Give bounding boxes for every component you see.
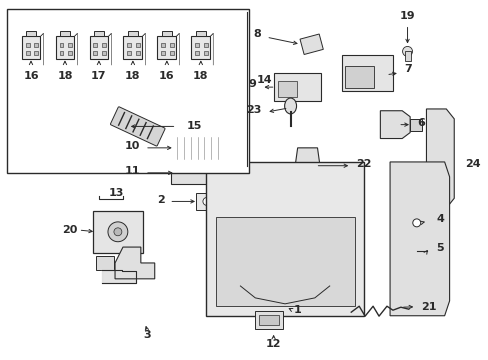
Text: 15: 15 bbox=[186, 121, 201, 131]
FancyBboxPatch shape bbox=[96, 256, 114, 270]
Bar bbox=[136, 51, 140, 55]
Text: 3: 3 bbox=[143, 330, 151, 341]
Bar bbox=[34, 51, 39, 55]
Polygon shape bbox=[380, 111, 409, 139]
Bar bbox=[102, 51, 106, 55]
Text: 22: 22 bbox=[355, 159, 371, 169]
FancyBboxPatch shape bbox=[344, 66, 373, 88]
Circle shape bbox=[402, 46, 412, 57]
Bar bbox=[7, 9, 249, 173]
Text: 16: 16 bbox=[23, 71, 39, 81]
Text: 21: 21 bbox=[421, 302, 436, 312]
Bar bbox=[195, 51, 199, 55]
Polygon shape bbox=[292, 148, 322, 184]
Bar bbox=[34, 43, 39, 47]
Bar bbox=[136, 43, 140, 47]
Bar bbox=[127, 43, 131, 47]
Bar bbox=[195, 43, 199, 47]
Bar bbox=[123, 36, 142, 59]
Text: 23: 23 bbox=[245, 105, 261, 115]
Text: 18: 18 bbox=[125, 71, 141, 81]
Bar bbox=[25, 43, 29, 47]
Text: 11: 11 bbox=[124, 166, 140, 176]
Bar bbox=[161, 43, 165, 47]
Polygon shape bbox=[102, 270, 136, 283]
Text: 4: 4 bbox=[435, 214, 443, 224]
Bar bbox=[93, 43, 97, 47]
Text: 12: 12 bbox=[265, 339, 281, 349]
Bar bbox=[68, 51, 72, 55]
Text: 2: 2 bbox=[156, 195, 164, 204]
Ellipse shape bbox=[284, 98, 296, 114]
FancyBboxPatch shape bbox=[110, 107, 165, 146]
FancyBboxPatch shape bbox=[215, 216, 354, 306]
Bar bbox=[21, 36, 41, 59]
FancyBboxPatch shape bbox=[170, 162, 227, 184]
Text: 13: 13 bbox=[108, 188, 123, 198]
Polygon shape bbox=[389, 162, 448, 316]
Text: 14: 14 bbox=[256, 75, 272, 85]
FancyBboxPatch shape bbox=[205, 162, 364, 316]
Bar bbox=[196, 31, 205, 36]
FancyBboxPatch shape bbox=[341, 55, 392, 91]
Text: 17: 17 bbox=[91, 71, 106, 81]
FancyBboxPatch shape bbox=[93, 211, 142, 253]
Bar bbox=[204, 51, 208, 55]
Circle shape bbox=[203, 198, 210, 206]
Polygon shape bbox=[115, 247, 154, 279]
Text: 7: 7 bbox=[404, 64, 411, 74]
Bar bbox=[191, 36, 210, 59]
Text: 6: 6 bbox=[416, 118, 424, 128]
Text: 1: 1 bbox=[293, 305, 301, 315]
Bar bbox=[68, 43, 72, 47]
Bar bbox=[60, 31, 69, 36]
Text: 10: 10 bbox=[124, 141, 140, 151]
Text: 8: 8 bbox=[253, 28, 261, 39]
Bar bbox=[25, 51, 29, 55]
Bar bbox=[26, 31, 36, 36]
FancyBboxPatch shape bbox=[254, 311, 282, 329]
Bar bbox=[60, 51, 63, 55]
Bar bbox=[128, 31, 137, 36]
Bar bbox=[170, 51, 174, 55]
Bar bbox=[93, 51, 97, 55]
FancyBboxPatch shape bbox=[258, 315, 278, 325]
Text: 24: 24 bbox=[464, 159, 480, 169]
Text: 20: 20 bbox=[61, 225, 77, 235]
FancyBboxPatch shape bbox=[168, 131, 232, 165]
Circle shape bbox=[114, 228, 122, 236]
Text: 18: 18 bbox=[57, 71, 73, 81]
Bar bbox=[102, 43, 106, 47]
Bar bbox=[404, 51, 409, 61]
Text: 5: 5 bbox=[435, 243, 443, 253]
FancyBboxPatch shape bbox=[277, 81, 297, 97]
FancyBboxPatch shape bbox=[273, 73, 321, 101]
FancyBboxPatch shape bbox=[409, 119, 421, 131]
Text: 9: 9 bbox=[248, 78, 256, 89]
Bar bbox=[127, 51, 131, 55]
Bar bbox=[170, 43, 174, 47]
Bar bbox=[60, 43, 63, 47]
Bar bbox=[161, 51, 165, 55]
Text: 18: 18 bbox=[193, 71, 208, 81]
Bar bbox=[157, 36, 176, 59]
Bar bbox=[89, 36, 108, 59]
Bar bbox=[204, 43, 208, 47]
Bar bbox=[94, 31, 103, 36]
Text: 19: 19 bbox=[399, 11, 414, 21]
Text: 16: 16 bbox=[159, 71, 174, 81]
Bar bbox=[56, 36, 74, 59]
Circle shape bbox=[108, 222, 127, 242]
Circle shape bbox=[412, 219, 420, 227]
FancyBboxPatch shape bbox=[300, 34, 323, 54]
Bar bbox=[162, 31, 171, 36]
Polygon shape bbox=[426, 109, 453, 208]
Bar bbox=[196, 193, 217, 210]
